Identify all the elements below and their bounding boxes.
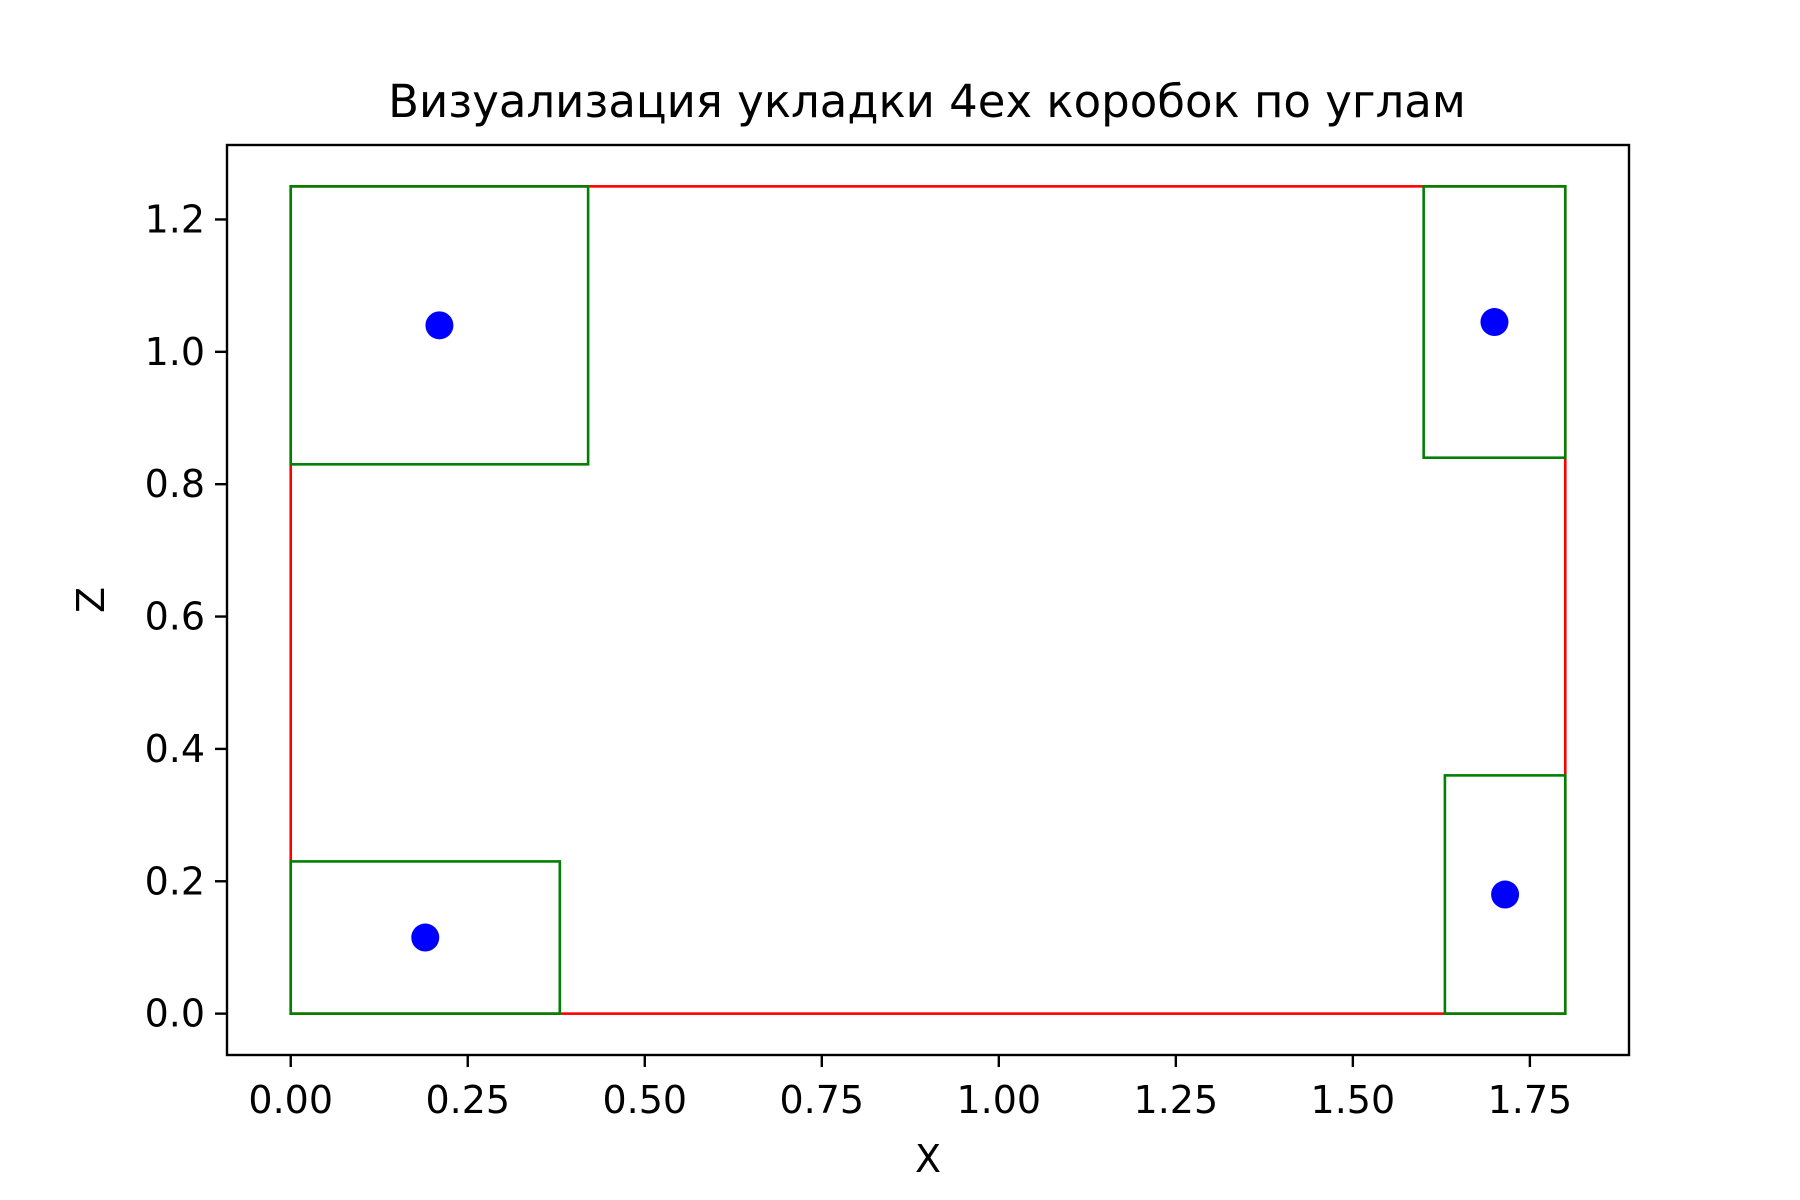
- data-point-4: [1491, 880, 1520, 909]
- box-outline-2: [289, 185, 590, 466]
- y-tick-label: 1.0: [145, 330, 205, 374]
- y-tick-label: 0.2: [145, 859, 205, 903]
- plot-content: [289, 185, 1567, 1015]
- chart-title: Визуализация укладки 4ех коробок по угла…: [388, 75, 1466, 128]
- data-point-1: [411, 923, 440, 952]
- container-outline: [289, 185, 1567, 1015]
- x-tick-label: 0.25: [425, 1078, 510, 1122]
- box-outline-1: [289, 860, 562, 1015]
- x-tick-label: 1.50: [1311, 1078, 1396, 1122]
- x-tick-label: 1.75: [1488, 1078, 1573, 1122]
- x-tick-label: 1.00: [957, 1078, 1042, 1122]
- y-tick-label: 0.4: [145, 727, 205, 771]
- x-tick-label: 0.75: [779, 1078, 864, 1122]
- x-tick-label: 0.50: [602, 1078, 687, 1122]
- data-point-3: [1480, 308, 1509, 337]
- y-axis-label: Z: [69, 587, 113, 613]
- y-tick-label: 0.6: [145, 595, 205, 639]
- x-axis-label: X: [915, 1137, 941, 1181]
- axes-frame: [225, 143, 1631, 1057]
- x-axis-ticks: 0.00 0.25 0.50 0.75 1.00 1.25 1.50 1.75: [248, 1055, 1572, 1122]
- box-outline-3: [1422, 185, 1567, 460]
- data-point-2: [425, 311, 454, 340]
- box-outline-4: [1443, 774, 1567, 1015]
- x-tick-label: 1.25: [1134, 1078, 1219, 1122]
- y-axis-ticks: 0.0 0.2 0.4 0.6 0.8 1.0 1.2: [145, 197, 227, 1036]
- x-tick-label: 0.00: [248, 1078, 333, 1122]
- y-tick-label: 1.2: [145, 197, 205, 241]
- y-tick-label: 0.0: [145, 992, 205, 1036]
- y-tick-label: 0.8: [145, 462, 205, 506]
